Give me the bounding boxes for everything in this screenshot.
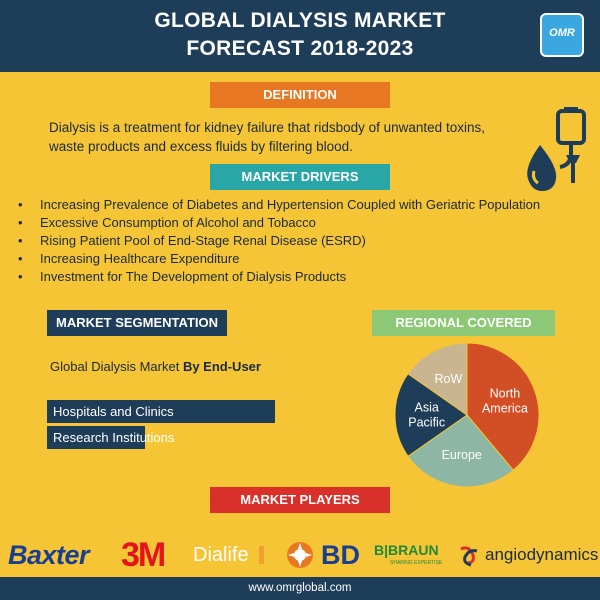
list-item: • Increasing Prevalence of Diabetes and H… <box>18 196 598 214</box>
3m-logo: 3M <box>121 536 166 574</box>
bullet-icon: • <box>18 197 23 212</box>
header-bar <box>0 0 600 72</box>
bbraun-logo: B|BRAUN <box>374 542 439 558</box>
segment-hospitals: Hospitals and Clinics <box>47 400 275 423</box>
segment-research: Research Institutions <box>47 426 174 449</box>
driver-text: Increasing Prevalence of Diabetes and Hy… <box>40 197 541 212</box>
angiodynamics-logo: angiodynamics <box>485 545 599 564</box>
driver-text: Excessive Consumption of Alcohol and Tob… <box>40 215 316 230</box>
title-line-1: GLOBAL DIALYSIS MARKET <box>154 9 446 32</box>
title-line-2: FORECAST 2018-2023 <box>186 37 414 60</box>
pie-slice-row <box>407 342 468 416</box>
bullet-icon: • <box>18 251 23 266</box>
list-item: • Excessive Consumption of Alcohol and To… <box>18 214 598 232</box>
list-item: • Rising Patient Pool of End-Stage Renal … <box>18 232 598 250</box>
baxter-logo: Baxter <box>8 540 90 570</box>
driver-text: Rising Patient Pool of End-Stage Renal D… <box>40 233 366 248</box>
driver-text: Increasing Healthcare Expenditure <box>40 251 240 266</box>
driver-text: Investment for The Development of Dialys… <box>40 269 347 284</box>
dialife-logo: Dialife <box>193 544 249 566</box>
definition-banner: DEFINITION <box>210 82 390 108</box>
dialife-mark-icon <box>259 546 264 564</box>
market-players-banner: MARKET PLAYERS <box>210 487 390 513</box>
regional-pie: North America Europe Asia Pacific RoW <box>394 342 540 488</box>
bbraun-tagline: SHARING EXPERTISE <box>390 560 443 566</box>
pie-slice-europe <box>407 414 514 488</box>
regional-covered-banner: REGIONAL COVERED <box>372 310 555 336</box>
pie-label-row: RoW <box>434 372 462 386</box>
pie-label-europe: Europe <box>442 448 482 462</box>
pie-slice-asia-pacific <box>394 373 468 457</box>
definition-text: Dialysis is a treatment for kidney failu… <box>49 120 485 154</box>
footer-url: www.omrglobal.com <box>0 577 600 600</box>
drivers-list: • Increasing Prevalence of Diabetes and H… <box>18 196 598 286</box>
market-drivers-banner: MARKET DRIVERS <box>210 164 390 190</box>
omr-logo: OMR <box>540 13 584 57</box>
pie-label-north-america: North America <box>482 387 528 416</box>
segmentation-title-bold: By End-User <box>182 359 261 374</box>
bd-logo: BD <box>321 540 360 570</box>
bullet-icon: • <box>18 269 23 284</box>
logo-text: OMR <box>549 27 575 39</box>
bullet-icon: • <box>18 215 23 230</box>
list-item: • Increasing Healthcare Expenditure <box>18 250 598 268</box>
pie-slice-north-america <box>466 342 540 471</box>
bd-sun-icon <box>287 542 313 568</box>
segmentation-title-prefix: Global Dialysis Market <box>50 359 183 374</box>
market-segmentation-banner: MARKET SEGMENTATION <box>47 310 227 336</box>
bullet-icon: • <box>18 233 23 248</box>
segmentation-title: Global Dialysis Market By End-User <box>50 359 261 374</box>
pie-label-asia-pacific: Asia Pacific <box>408 401 445 430</box>
players-row: Baxter 3M Dialife BD B|BRAUN SHARING EXP… <box>0 535 600 575</box>
angiodynamics-icon <box>460 546 478 567</box>
dialysis-drip-icon <box>527 107 586 191</box>
list-item: • Investment for The Development of Dialy… <box>18 268 598 286</box>
